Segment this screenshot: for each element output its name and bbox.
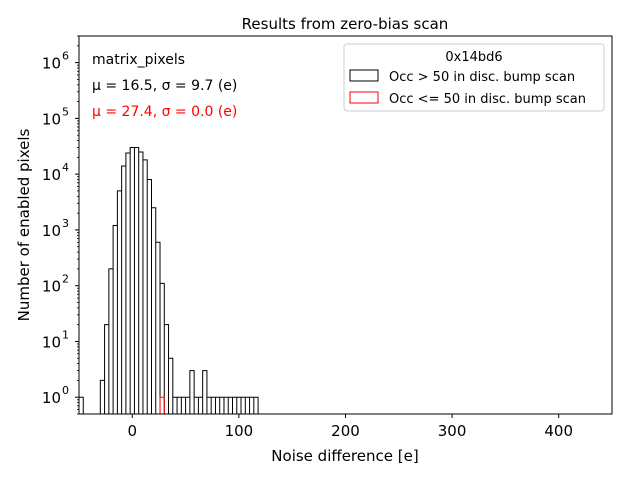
- y-tick-exponent: 1: [62, 328, 69, 341]
- y-tick-label: 10: [42, 222, 61, 240]
- chart-title: Results from zero-bias scan: [242, 15, 449, 33]
- legend-swatch-black: [349, 69, 379, 82]
- y-tick-label: 10: [42, 55, 61, 73]
- x-tick-label: 0: [128, 422, 138, 440]
- y-axis-label: Number of enabled pixels: [15, 128, 33, 321]
- histogram-bars: [79, 147, 259, 414]
- annotation-stats-black: μ = 16.5, σ = 9.7 (e): [92, 78, 237, 94]
- legend-swatch-red: [349, 91, 379, 104]
- y-tick-exponent: 2: [62, 273, 69, 286]
- x-axis-label: Noise difference [e]: [271, 447, 418, 465]
- y-tick-exponent: 3: [62, 217, 69, 230]
- y-tick-label: 10: [42, 166, 61, 184]
- histogram-series-0: [79, 147, 259, 414]
- x-tick-label: 200: [331, 422, 360, 440]
- annotation-stats-red: μ = 27.4, σ = 0.0 (e): [92, 104, 237, 120]
- y-tick-label: 10: [42, 333, 61, 351]
- y-tick-label: 10: [42, 110, 61, 128]
- y-tick-exponent: 4: [62, 161, 69, 174]
- legend-entry-red: Occ <= 50 in disc. bump scan: [389, 92, 586, 107]
- y-tick-label: 10: [42, 278, 61, 296]
- legend: 0x14bd6 Occ > 50 in disc. bump scan Occ …: [343, 43, 605, 112]
- legend-entry-black: Occ > 50 in disc. bump scan: [389, 70, 575, 85]
- x-tick-label: 400: [544, 422, 573, 440]
- x-axis: 0 100 200 300 400: [128, 414, 573, 440]
- annotation-label: matrix_pixels: [92, 52, 185, 68]
- y-tick-exponent: 0: [62, 384, 69, 397]
- y-tick-label: 10: [42, 389, 61, 407]
- x-tick-label: 100: [225, 422, 254, 440]
- y-tick-exponent: 5: [62, 105, 69, 118]
- x-tick-label: 300: [438, 422, 467, 440]
- y-tick-exponent: 6: [62, 50, 69, 63]
- histogram-series-1: [159, 396, 165, 414]
- legend-frame: [343, 43, 605, 112]
- legend-title: 0x14bd6: [445, 50, 502, 65]
